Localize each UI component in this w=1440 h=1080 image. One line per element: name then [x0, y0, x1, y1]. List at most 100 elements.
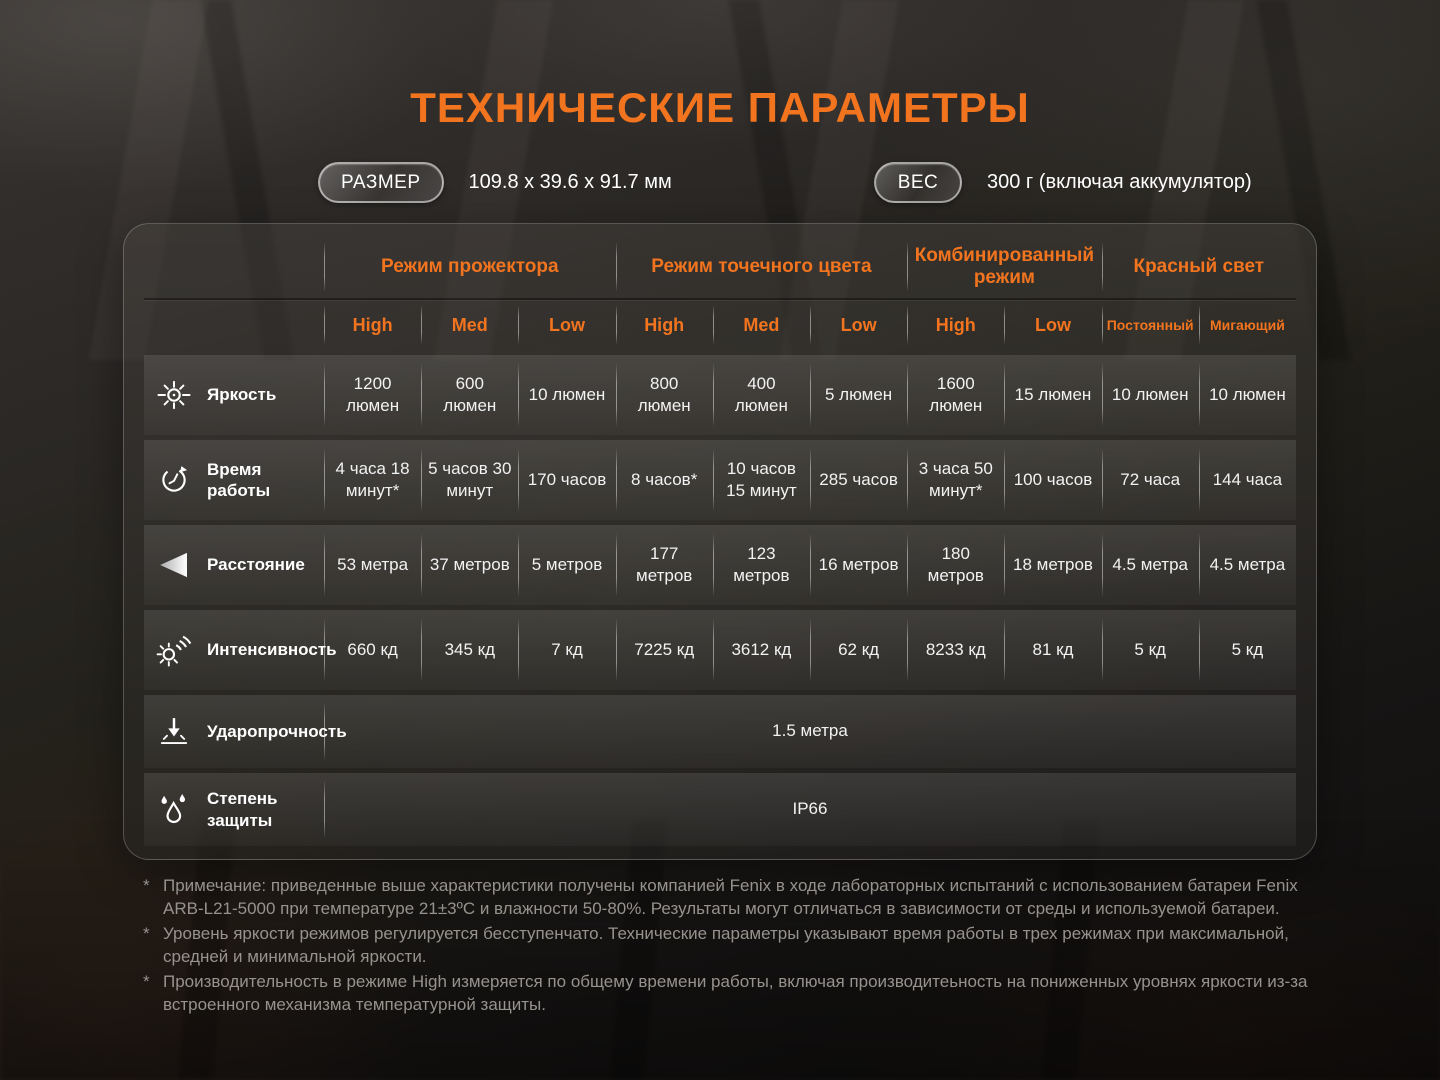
footnote-item: * Уровень яркости режимов регулируется бе… [143, 922, 1333, 969]
spec-value-cell: 72 часа [1101, 440, 1199, 520]
table-row: Ударопрочность 1.5 метра [144, 695, 1296, 768]
size-spec: РАЗМЕР 109.8 x 39.6 x 91.7 мм [318, 162, 672, 203]
spec-value-cell: IP66 [324, 773, 1296, 846]
spec-value-cell: 5 кд [1198, 610, 1296, 690]
footnote-item: * Производительность в режиме High измеря… [143, 970, 1333, 1017]
row-label-cell: Время работы [144, 440, 324, 520]
table-subheader-row: High Med Low High Med Low High Low Постоянный Миг… [144, 300, 1296, 350]
spec-value-cell: 18 метров [1004, 525, 1101, 605]
row-label-cell: Яркость [144, 355, 324, 435]
table-row: Яркость 1200 люмен 600 люмен 10 люмен 800 лю… [144, 355, 1296, 435]
spec-value-cell: 144 часа [1198, 440, 1296, 520]
spec-value-cell: 10 люмен [1101, 355, 1199, 435]
spec-value-cell: 1600 люмен [907, 355, 1004, 435]
footnote-text: Производительность в режиме High измеряе… [163, 971, 1308, 1015]
size-value: 109.8 x 39.6 x 91.7 мм [468, 171, 672, 193]
spec-value-cell: 3 часа 50 минут* [907, 440, 1004, 520]
column-group-header: Комбинированный режим [907, 236, 1101, 298]
row-label-cell: Степень защиты [144, 773, 324, 846]
spec-value-cell: 7225 кд [615, 610, 713, 690]
spec-value-cell: 1200 люмен [324, 355, 421, 435]
spec-value-cell: 180 метров [907, 525, 1004, 605]
spec-value-cell: 5 люмен [809, 355, 907, 435]
spec-value-cell: 10 часов 15 минут [712, 440, 810, 520]
distance-icon [152, 546, 196, 584]
spec-value-cell: 8233 кд [907, 610, 1004, 690]
spec-value-cell: 400 люмен [712, 355, 810, 435]
column-subheader: High [907, 300, 1004, 350]
brightness-icon [152, 377, 196, 413]
spec-value-cell: 170 часов [518, 440, 615, 520]
table-row: Степень защиты IP66 [144, 773, 1296, 846]
column-subheader: High [615, 300, 713, 350]
runtime-icon [152, 462, 196, 498]
weight-spec: ВЕС 300 г (включая аккумулятор) [874, 162, 1252, 203]
spec-value-cell: 285 часов [809, 440, 907, 520]
spec-value-cell: 5 кд [1101, 610, 1199, 690]
spec-value-cell: 4.5 метра [1101, 525, 1199, 605]
footnote-text: Уровень яркости режимов регулируется бес… [163, 923, 1289, 967]
spec-value-cell: 10 люмен [1198, 355, 1296, 435]
column-group-header: Режим точечного цвета [615, 236, 908, 298]
table-group-header-row: Режим прожектора Режим точечного цвета Ком… [144, 236, 1296, 300]
footnotes: * Примечание: приведенные выше характерис… [143, 874, 1333, 1018]
spec-value-cell: 81 кд [1004, 610, 1101, 690]
spec-table: Режим прожектора Режим точечного цвета Ком… [123, 223, 1317, 860]
column-subheader: Мигающий [1198, 300, 1296, 350]
row-label-cell: Расстояние [144, 525, 324, 605]
spec-value-cell: 123 метров [712, 525, 810, 605]
spec-value-cell: 5 метров [518, 525, 615, 605]
footnote-marker: * [143, 923, 150, 943]
spec-value-cell: 7 кд [518, 610, 615, 690]
row-label: Время работы [207, 459, 271, 500]
column-subheader: Low [809, 300, 907, 350]
impact-icon [152, 714, 196, 750]
spec-value-cell: 62 кд [809, 610, 907, 690]
row-label-cell: Ударопрочность [144, 695, 347, 768]
spec-value-cell: 53 метра [324, 525, 421, 605]
spec-value-cell: 600 люмен [421, 355, 518, 435]
page-title: ТЕХНИЧЕСКИЕ ПАРАМЕТРЫ [410, 84, 1030, 131]
spec-value-cell: 8 часов* [615, 440, 713, 520]
spec-value-cell: 800 люмен [615, 355, 713, 435]
weight-pill: ВЕС [874, 162, 962, 203]
spec-value-cell: 3612 кд [712, 610, 810, 690]
column-subheader: High [324, 300, 421, 350]
spec-value-cell: 1.5 метра [324, 695, 1296, 768]
table-body: Яркость 1200 люмен 600 люмен 10 люмен 800 лю… [144, 355, 1296, 846]
row-label: Интенсивность [207, 640, 337, 660]
table-row: Расстояние 53 метра 37 метров 5 метров 177 м… [144, 525, 1296, 605]
spec-value-cell: 37 метров [421, 525, 518, 605]
row-label: Ударопрочность [207, 721, 347, 741]
weight-value: 300 г (включая аккумулятор) [987, 171, 1252, 193]
spec-value-cell: 10 люмен [518, 355, 615, 435]
row-label-cell: Интенсивность [144, 610, 337, 690]
footnote-text: Примечание: приведенные выше характерист… [163, 876, 1298, 919]
column-subheader: Med [421, 300, 518, 350]
column-subheader: Постоянный [1101, 300, 1199, 350]
spec-value-cell: 177 метров [615, 525, 713, 605]
spec-value-cell: 100 часов [1004, 440, 1101, 520]
spec-value-cell: 660 кд [324, 610, 421, 690]
row-label: Расстояние [207, 555, 305, 575]
column-subheader: Low [518, 300, 615, 350]
size-pill: РАЗМЕР [318, 162, 444, 203]
column-subheader: Low [1004, 300, 1101, 350]
row-label: Степень защиты [207, 789, 278, 830]
table-row: Время работы 4 часа 18 минут* 5 часов 30 м… [144, 440, 1296, 520]
footnote-item: * Примечание: приведенные выше характерис… [143, 874, 1333, 921]
spec-value-cell: 5 часов 30 минут [421, 440, 518, 520]
waterproof-icon [152, 791, 196, 829]
spec-value-cell: 4 часа 18 минут* [324, 440, 421, 520]
column-group-header: Режим прожектора [324, 236, 616, 298]
spec-value-cell: 4.5 метра [1198, 525, 1296, 605]
table-row: Интенсивность 660 кд 345 кд 7 кд 7225 кд 3612… [144, 610, 1296, 690]
column-group-header: Красный свет [1101, 236, 1296, 298]
column-subheader: Med [712, 300, 810, 350]
footnote-marker: * [143, 971, 150, 991]
row-label: Яркость [207, 385, 277, 405]
spec-value-cell: 345 кд [421, 610, 518, 690]
spec-value-cell: 15 люмен [1004, 355, 1101, 435]
intensity-icon [152, 631, 196, 669]
